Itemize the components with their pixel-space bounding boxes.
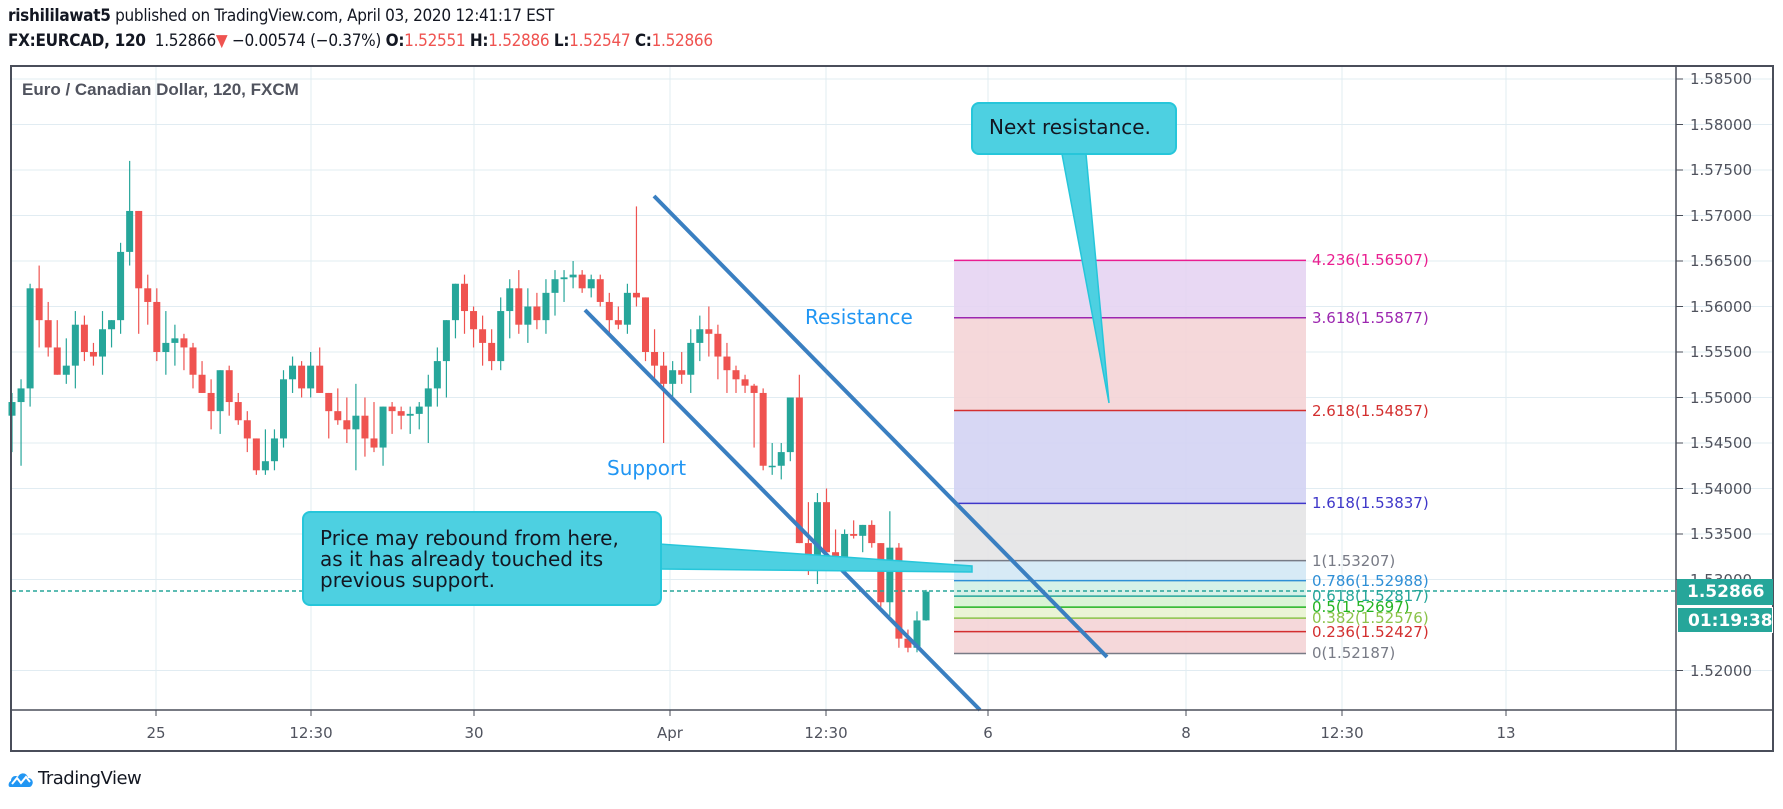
time-tick-label: 30	[464, 724, 484, 742]
time-tick-label: 6	[983, 724, 993, 742]
fib-level-label: 0.618(1.52817)	[1312, 587, 1429, 606]
close-label: C:	[634, 31, 652, 51]
bar-countdown: 01:19:38	[1677, 607, 1773, 633]
price-tick-label: 1.54500	[1690, 434, 1753, 452]
price-tick-label: 1.52000	[1690, 661, 1753, 680]
chart-frame	[10, 65, 1774, 752]
time-tick-label: Apr	[657, 724, 683, 742]
callout-rebound[interactable]: Price may rebound from here, as it has a…	[302, 511, 662, 606]
down-arrow-icon: ▼	[215, 31, 228, 51]
channel-lines[interactable]	[583, 194, 1109, 712]
tradingview-cloud-icon	[8, 772, 33, 787]
price-tick-label: 1.53500	[1690, 525, 1753, 543]
callout-line: previous support.	[320, 568, 496, 592]
callout-next-resistance[interactable]: Next resistance.	[971, 102, 1177, 155]
open-value: 1.52551	[404, 31, 466, 51]
price-tick-label: 1.58500	[1690, 70, 1753, 88]
tradingview-logo[interactable]: TradingView	[8, 768, 142, 789]
axis-tick-marks	[155, 78, 1683, 716]
time-tick-label: 25	[146, 724, 166, 742]
time-tick-label: 12:30	[1320, 724, 1364, 742]
symbol: FX:EURCAD, 120	[8, 31, 146, 51]
price-tick-label: 1.57000	[1690, 206, 1753, 225]
low-label: L:	[553, 31, 570, 51]
callout-text: Next resistance.	[989, 115, 1151, 139]
symbol-info: FX:EURCAD, 120 1.52866▼ −0.00574 (−0.37%…	[8, 31, 713, 51]
open-label: O:	[385, 31, 405, 51]
chart-title: Euro / Canadian Dollar, 120, FXCM	[22, 80, 299, 99]
high-value: 1.52886	[488, 31, 550, 51]
price-tick-label: 1.56500	[1690, 252, 1753, 270]
published-text: published on TradingView.com, April 03, …	[115, 6, 554, 26]
fib-level-label: 3.618(1.55877)	[1312, 308, 1429, 327]
low-value: 1.52547	[569, 31, 631, 51]
price-tick-label: 1.56000	[1690, 297, 1753, 316]
fib-level-label: 0.236(1.52427)	[1312, 622, 1429, 641]
support-label: Support	[607, 456, 687, 480]
time-tick-label: 13	[1496, 724, 1516, 742]
price-tick-label: 1.58000	[1690, 115, 1753, 134]
callout-line: Price may rebound from here,	[320, 526, 619, 550]
fibonacci-extension[interactable]	[954, 259, 1306, 655]
publish-info: rishililawat5 published on TradingView.c…	[8, 6, 554, 26]
fib-level-label: 1.618(1.53837)	[1312, 494, 1429, 513]
current-price-label: 1.52866	[1677, 579, 1773, 605]
price-change: −0.00574 (−0.37%)	[231, 31, 382, 51]
price-tick-label: 1.55000	[1690, 388, 1753, 407]
fib-level-label: 4.236(1.56507)	[1312, 251, 1429, 270]
fib-level-label: 0(1.52187)	[1312, 644, 1396, 663]
candlesticks	[8, 160, 930, 653]
price-tick-label: 1.55500	[1690, 343, 1753, 361]
price-tick-label: 1.54000	[1690, 479, 1753, 498]
fib-level-label: 1(1.53207)	[1312, 551, 1396, 570]
high-label: H:	[469, 31, 489, 51]
fib-level-label: 2.618(1.54857)	[1312, 401, 1429, 420]
time-tick-label: 12:30	[289, 724, 333, 742]
resistance-label: Resistance	[805, 305, 913, 329]
fib-level-label: 0.382(1.52576)	[1312, 609, 1429, 628]
fib-level-label: 0.5(1.52697)	[1312, 598, 1410, 617]
publisher-name[interactable]: rishililawat5	[8, 6, 111, 26]
logo-text: TradingView	[38, 768, 142, 789]
callout-line: as it has already touched its	[320, 547, 604, 571]
time-tick-label: 8	[1181, 724, 1191, 742]
price-tick-label: 1.57500	[1690, 161, 1753, 179]
close-value: 1.52866	[651, 31, 713, 51]
last-price: 1.52866	[154, 31, 216, 51]
time-tick-label: 12:30	[804, 724, 848, 742]
fib-level-label: 0.786(1.52988)	[1312, 571, 1429, 590]
